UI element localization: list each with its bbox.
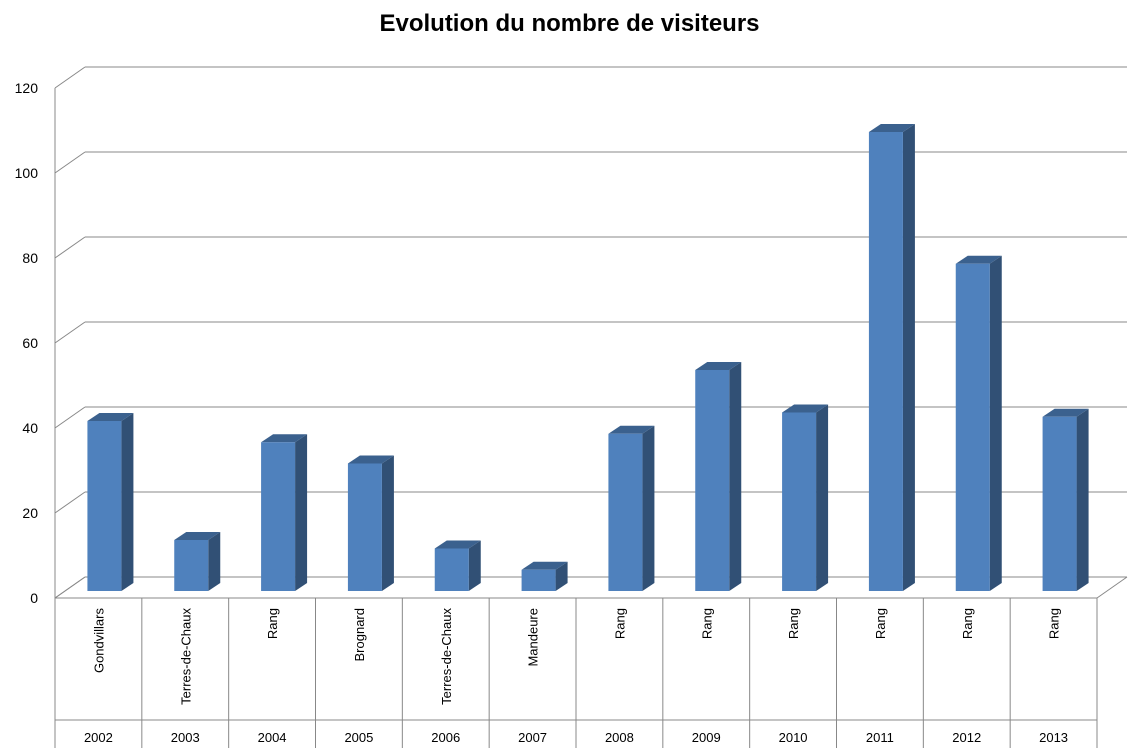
- x-year-label: 2006: [431, 730, 460, 745]
- gridline-side: [54, 151, 86, 174]
- bar: [521, 561, 568, 591]
- x-category-label: Rang: [873, 608, 888, 639]
- y-tick-label: 20: [22, 505, 38, 521]
- bar-top: [868, 124, 915, 132]
- x-year-label: 2002: [84, 730, 113, 745]
- x-year-label: 2004: [258, 730, 287, 745]
- x-year-label: 2009: [692, 730, 721, 745]
- x-year-label: 2007: [518, 730, 547, 745]
- bar-side: [555, 561, 568, 591]
- x-year-label: 2010: [779, 730, 808, 745]
- bar: [608, 425, 655, 591]
- gridline-side: [54, 491, 86, 514]
- x-year-label: 2003: [171, 730, 200, 745]
- bar-top: [608, 425, 655, 434]
- bar: [174, 532, 221, 591]
- x-category-label: Rang: [1047, 608, 1062, 639]
- x-category-label: Terres-de-Chaux: [439, 608, 454, 705]
- bar-front: [174, 540, 209, 591]
- x-category-label: Rang: [612, 608, 627, 639]
- bar-top: [955, 255, 1002, 264]
- bar-side: [381, 455, 394, 591]
- bar-front: [87, 421, 122, 591]
- bar-top: [1042, 408, 1089, 417]
- x-category-label: Rang: [960, 608, 975, 639]
- bar-front: [347, 463, 382, 591]
- chart-title: Evolution du nombre de visiteurs: [379, 10, 760, 37]
- y-axis: 0 20 40 60 80 100 120: [15, 80, 39, 606]
- bar-front: [1042, 416, 1077, 591]
- bar-front: [955, 263, 990, 591]
- bar: [868, 124, 915, 591]
- bar-top: [695, 362, 742, 370]
- bar-front: [608, 433, 643, 591]
- floor-right-edge: [1096, 576, 1128, 599]
- x-year-label: 2013: [1039, 730, 1068, 745]
- bar: [87, 413, 134, 591]
- x-year-label: 2008: [605, 730, 634, 745]
- bar-side: [816, 404, 829, 591]
- y-tick-label: 100: [15, 165, 39, 181]
- bar-top: [782, 404, 829, 413]
- bar: [261, 434, 308, 591]
- bars: [87, 124, 1089, 591]
- bar-front: [434, 548, 469, 591]
- x-axis: Gondvillars 2002 Terres-de-Chaux 2003 Rang 20…: [54, 598, 1098, 748]
- x-category-label: Brognard: [352, 608, 367, 661]
- bar-top: [261, 434, 308, 443]
- bar-side: [468, 540, 481, 591]
- bar: [782, 404, 829, 591]
- bar: [695, 362, 742, 591]
- bar-front: [868, 132, 903, 591]
- bar: [1042, 408, 1089, 591]
- gridline-side: [54, 66, 86, 89]
- bar-front: [695, 370, 730, 591]
- x-category-label: Rang: [786, 608, 801, 639]
- y-tick-label: 80: [22, 250, 38, 266]
- y-tick-label: 0: [30, 590, 38, 606]
- bar-top: [434, 540, 481, 549]
- bar-top: [87, 413, 134, 421]
- gridline-side: [54, 321, 86, 344]
- x-category-label: Gondvillars: [91, 608, 106, 674]
- gridline-side: [54, 576, 86, 599]
- bar-side: [902, 124, 915, 591]
- bar-top: [347, 455, 394, 464]
- gridline-side: [54, 236, 86, 259]
- gridline-side: [54, 406, 86, 429]
- bar: [347, 455, 394, 591]
- x-year-label: 2012: [952, 730, 981, 745]
- bar-top: [521, 561, 568, 570]
- x-year-label: 2011: [866, 730, 894, 745]
- bar-side: [295, 434, 308, 591]
- bar-front: [521, 569, 556, 591]
- bar-side: [729, 362, 742, 591]
- bar-front: [261, 442, 296, 591]
- bar-front: [782, 412, 817, 591]
- bar-side: [1076, 408, 1089, 591]
- bar-side: [208, 532, 221, 591]
- bar: [434, 540, 481, 591]
- x-category-label: Rang: [699, 608, 714, 639]
- y-tick-label: 40: [22, 420, 38, 436]
- bar: [955, 255, 1002, 591]
- x-category-label: Rang: [265, 608, 280, 639]
- bar-side: [989, 255, 1002, 591]
- x-category-label: Mandeure: [526, 608, 541, 667]
- bar-side: [642, 425, 655, 591]
- y-tick-label: 60: [22, 335, 38, 351]
- x-year-label: 2005: [344, 730, 373, 745]
- y-tick-label: 120: [15, 80, 39, 96]
- x-category-label: Terres-de-Chaux: [178, 608, 193, 705]
- bar-top: [174, 532, 221, 540]
- gridlines: [54, 66, 1127, 599]
- bar-side: [121, 413, 134, 591]
